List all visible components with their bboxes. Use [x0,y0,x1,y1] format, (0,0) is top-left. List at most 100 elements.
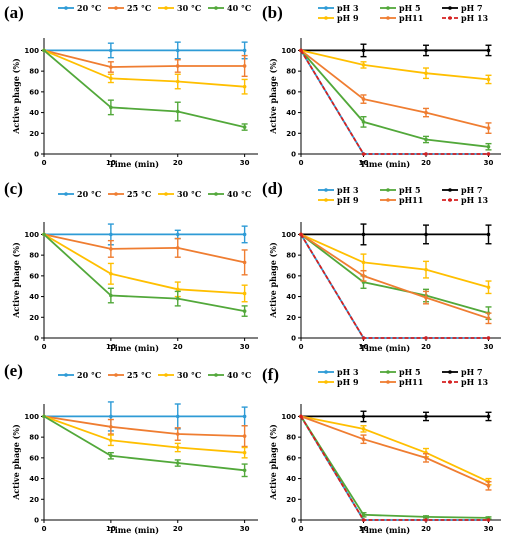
data-point [109,424,113,429]
chart-panel-5: (f) 0 20 40 60 80 100 0 10 20 30 Time (min) Active p… [262,365,501,535]
y-tick-label: 60 [286,272,296,280]
series-line [43,233,245,264]
data-point [109,271,113,276]
data-point [361,152,366,156]
series-line [300,49,489,155]
y-tick-label: 80 [286,434,296,442]
data-point [361,97,366,101]
data-point [361,274,366,278]
series-0 [299,414,491,522]
legend-marker [164,373,168,377]
x-tick-label: 30 [240,525,250,533]
series-line [43,233,245,312]
x-tick-label: 0 [299,343,304,351]
data-point [361,437,366,442]
series-2 [299,410,492,423]
y-tick-label: 100 [281,413,296,421]
x-tick-label: 0 [42,343,47,351]
series-line [300,233,489,314]
data-point [424,456,428,460]
legend-marker [64,192,68,196]
legend-marker [114,373,118,377]
series-3 [299,48,492,85]
legend-marker [214,192,218,196]
data-point [109,76,113,81]
legend-marker [64,6,68,10]
data-point [486,484,491,488]
legend-marker [164,192,168,196]
series-1 [42,232,248,276]
chart-panel-1: (b) 0 20 40 60 80 100 0 10 20 30 Time (min) Active p… [262,3,501,169]
series-line [43,233,245,295]
y-tick-label: 60 [286,88,296,96]
series-1 [42,414,248,448]
x-tick-label: 10 [106,159,116,167]
series-1 [299,414,492,520]
x-axis-title: Time (min) [360,159,410,169]
legend-marker [64,373,68,377]
y-tick-label: 20 [286,130,296,138]
data-point [299,414,303,419]
data-point [42,48,46,53]
data-point [486,518,491,522]
data-point [242,125,247,129]
y-tick-label: 60 [29,454,39,462]
x-axis-title: Time (min) [360,343,410,353]
data-point [361,48,366,53]
y-tick-label: 80 [286,68,296,76]
legend-marker [324,6,328,10]
data-point [424,232,428,237]
legend-marker [448,188,452,192]
x-tick-label: 0 [299,159,304,167]
data-point [242,414,247,419]
x-tick-label: 20 [173,525,183,533]
legend-marker [114,192,118,196]
y-tick-label: 100 [24,47,39,55]
y-axis-title: Active phage (%) [11,242,21,319]
legend-label: 30 °C [177,370,201,380]
series-0 [42,223,248,246]
data-point [486,126,491,130]
series-line [300,415,489,487]
data-point [424,515,428,519]
legend-label: pH 5 [399,3,421,13]
y-axis-title: Active phage (%) [11,424,21,501]
data-point [242,48,247,53]
x-tick-label: 0 [299,525,304,533]
legend-label: 25 °C [127,189,151,199]
data-point [242,260,247,265]
series-2 [299,43,492,58]
y-axis-title: Active phage (%) [268,58,278,135]
data-point [109,65,113,69]
data-point [175,414,180,419]
legend-marker [214,373,218,377]
series-line [300,233,489,320]
data-point [361,232,366,237]
data-point [361,427,366,431]
data-point [175,48,180,53]
legend-label: pH11 [399,377,423,387]
y-tick-label: 100 [281,231,296,239]
series-line [43,49,245,68]
data-point [361,414,366,419]
data-point [242,84,247,89]
legend-label: 40 °C [227,189,251,199]
x-tick-label: 10 [359,343,369,351]
x-tick-label: 20 [421,343,431,351]
legend-marker [214,6,218,10]
y-tick-label: 0 [291,151,296,159]
series-2 [42,48,248,95]
y-axis-title: Active phage (%) [11,58,21,135]
data-point [486,77,491,82]
y-tick-label: 0 [34,335,39,343]
series-2 [42,232,248,303]
data-point [486,285,491,290]
legend-marker [324,198,328,202]
legend-label: pH 7 [461,185,483,195]
legend-marker [114,6,118,10]
x-tick-label: 20 [173,159,183,167]
x-tick-label: 20 [421,525,431,533]
data-point [242,309,247,313]
x-axis-title: Time (min) [360,525,410,535]
panel-label: (e) [4,361,23,380]
